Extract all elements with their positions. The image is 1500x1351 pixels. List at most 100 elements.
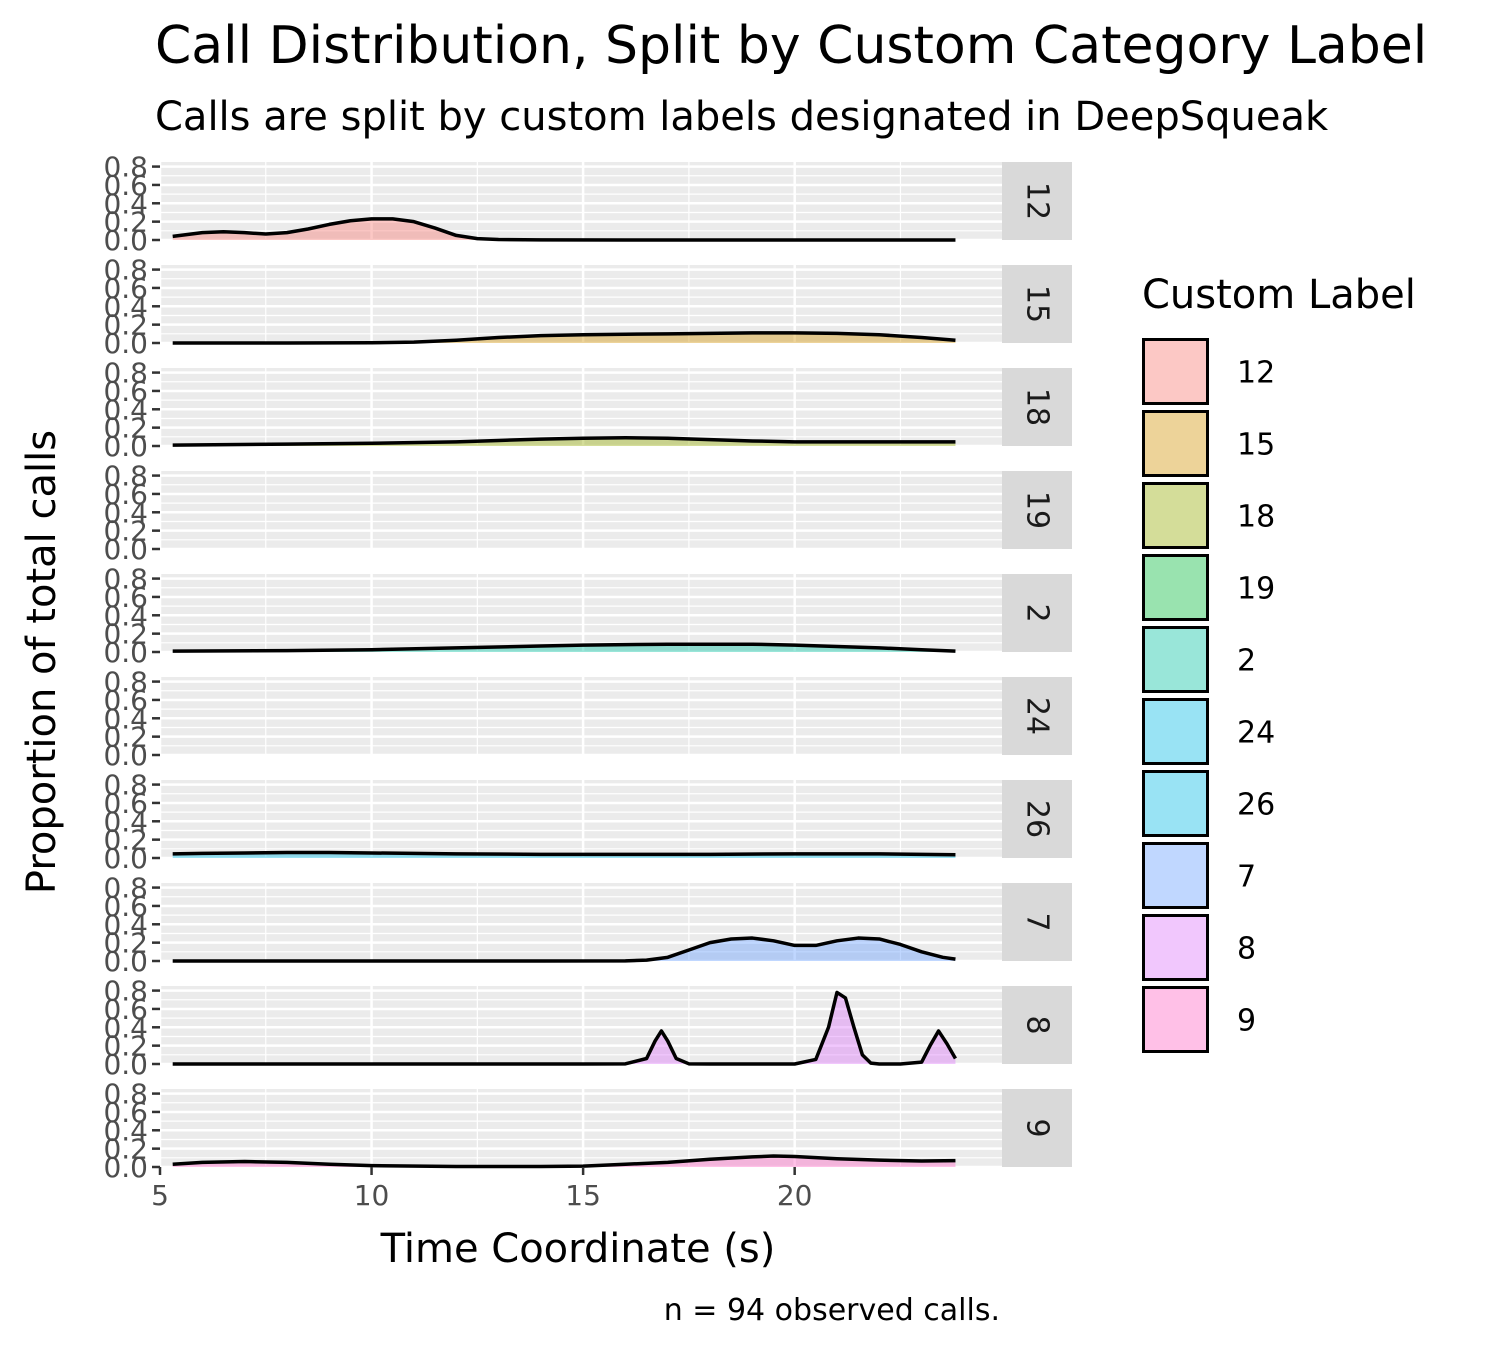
x-tick-label: 10 [354,1179,390,1212]
facet-strip [1002,162,1072,240]
legend-label: 9 [1237,1004,1256,1039]
y-tick-label: 0.4 [103,702,148,735]
legend-item-8: 8 [1142,914,1256,981]
facet-strip-label: 19 [1020,491,1055,529]
density-line-9 [172,1154,956,1169]
y-tick-label: 0.0 [103,636,148,669]
y-tick-label: 0.4 [103,599,148,632]
y-tick-label: 0.2 [103,412,148,445]
y-tick-label: 0.2 [103,1133,148,1166]
facet-panel-18: 0.00.20.40.60.8 18 [103,357,1072,463]
facet-panel-24: 0.00.20.40.60.8 24 [103,666,1072,772]
legend-key-bg [1142,626,1209,693]
legend-title: Custom Label [1142,272,1416,318]
panel-background [160,677,1002,755]
legend-swatch [1142,842,1209,909]
legend-swatch [1142,986,1209,1053]
y-tick-label: 0.2 [103,927,148,960]
y-tick-label: 0.4 [103,805,148,838]
y-tick-label: 0.4 [103,290,148,323]
facet-panel-26: 0.00.20.40.60.8 26 [103,769,1072,875]
y-tick-label: 0.2 [103,824,148,857]
y-tick-label: 0.4 [103,496,148,529]
facet-strip [1002,986,1072,1064]
legend-item-2: 2 [1142,626,1256,693]
y-tick-label: 0.0 [103,739,148,772]
legend-item-26: 26 [1142,770,1275,837]
panel-background [160,368,1002,446]
facet-strip [1002,677,1072,755]
x-tick-label: 20 [777,1179,813,1212]
legend-key-bg [1142,770,1209,837]
density-area-7 [172,938,956,961]
legend-swatch [1142,338,1209,405]
y-tick-label: 0.0 [103,533,148,566]
facet-strip-label: 7 [1020,912,1055,931]
panel-background [160,265,1002,343]
density-line-12 [172,217,956,242]
legend-key-bg [1142,554,1209,621]
legend-label: 8 [1237,932,1256,967]
y-tick-label: 0.2 [103,206,148,239]
legend-item-24: 24 [1142,698,1275,765]
facet-strip-label: 8 [1020,1015,1055,1034]
y-tick-label: 0.6 [103,993,148,1026]
density-line-2 [172,642,956,653]
legend-key-bg [1142,914,1209,981]
facet-panel-15: 0.00.20.40.60.8 15 [103,254,1072,360]
facet-panel-2: 0.00.20.40.60.8 2 [103,563,1072,669]
legend-item-15: 15 [1142,410,1275,477]
density-line-18 [172,435,956,447]
density-area-9 [172,1155,956,1167]
legend-key-bg [1142,698,1209,765]
legend-label: 19 [1237,572,1275,607]
y-tick-label: 0.0 [103,945,148,978]
facet-strip-label: 9 [1020,1118,1055,1137]
y-tick-label: 0.0 [103,327,148,360]
x-tick-label: 15 [565,1179,601,1212]
facet-strip-label: 24 [1020,697,1055,735]
facet-panel-12: 0.00.20.40.60.8 12 [103,151,1072,257]
y-tick-label: 0.4 [103,187,148,220]
facet-strip-label: 15 [1020,285,1055,323]
facet-panels: 0.00.20.40.60.8120.00.20.40.60.8150.00.2… [103,151,1072,1184]
legend-swatch [1142,698,1209,765]
legend-label: 2 [1237,644,1256,679]
facet-panel-9: 0.00.20.40.60.8 9 [103,1078,1072,1184]
panel-background [160,471,1002,549]
x-axis-title: Time Coordinate (s) [380,1226,776,1272]
y-tick-label: 0.8 [103,975,148,1008]
legend-key-bg [1142,482,1209,549]
facet-strip [1002,574,1072,652]
density-area-12 [172,218,956,240]
panel-background [160,780,1002,858]
density-line-26 [172,850,956,857]
panel-background [160,883,1002,961]
y-tick-label: 0.2 [103,721,148,754]
facet-strip [1002,368,1072,446]
y-tick-label: 0.6 [103,1096,148,1129]
y-tick-label: 0.4 [103,393,148,426]
chart-subtitle: Calls are split by custom labels designa… [155,94,1329,140]
y-tick-label: 0.8 [103,666,148,699]
legend-key-bg [1142,410,1209,477]
panel-background [160,986,1002,1064]
legend-label: 24 [1237,716,1275,751]
panel-background [160,162,1002,240]
facet-strip-label: 12 [1020,182,1055,220]
y-tick-label: 0.0 [103,1151,148,1184]
legend-swatch [1142,482,1209,549]
legend-key-bg [1142,986,1209,1053]
y-tick-label: 0.0 [103,1048,148,1081]
facet-panel-7: 0.00.20.40.60.8 7 [103,872,1072,978]
y-tick-label: 0.4 [103,1011,148,1044]
legend-swatch [1142,770,1209,837]
legend-label: 26 [1237,788,1275,823]
y-tick-label: 0.4 [103,1114,148,1147]
legend-swatch [1142,626,1209,693]
y-tick-label: 0.8 [103,254,148,287]
y-tick-label: 0.6 [103,684,148,717]
y-tick-label: 0.2 [103,618,148,651]
y-tick-label: 0.8 [103,563,148,596]
legend-item-18: 18 [1142,482,1275,549]
